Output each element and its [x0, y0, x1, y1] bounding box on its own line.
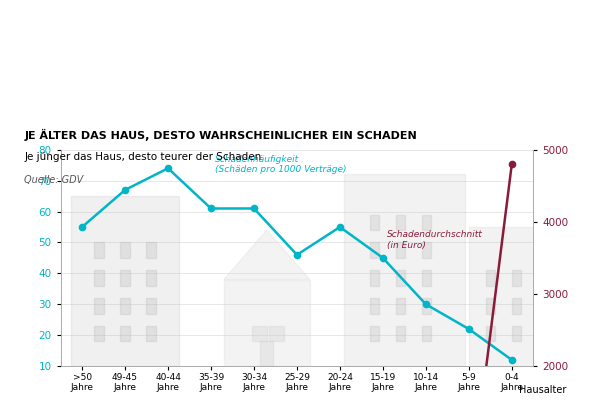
Bar — [422, 215, 431, 230]
Bar — [120, 270, 130, 286]
Text: Je jünger das Haus, desto teurer der Schaden: Je jünger das Haus, desto teurer der Sch… — [24, 152, 262, 162]
Bar — [396, 298, 405, 314]
Bar — [422, 270, 431, 286]
Bar — [422, 298, 431, 314]
Bar — [94, 326, 104, 342]
Bar — [145, 326, 156, 342]
Bar — [120, 243, 130, 258]
Text: Schadendurchschnitt
(in Euro): Schadendurchschnitt (in Euro) — [387, 230, 483, 250]
Bar — [261, 342, 273, 366]
Bar — [396, 326, 405, 342]
Bar — [370, 326, 379, 342]
Bar — [120, 298, 130, 314]
Text: JE ÄLTER DAS HAUS, DESTO WAHRSCHEINLICHER EIN SCHADEN: JE ÄLTER DAS HAUS, DESTO WAHRSCHEINLICHE… — [24, 129, 417, 141]
Bar — [224, 280, 310, 366]
Bar — [370, 298, 379, 314]
Bar — [94, 243, 104, 258]
Bar — [269, 326, 284, 342]
Text: Hausalter: Hausalter — [519, 385, 566, 395]
Text: Schadenhäufigkeit
(Schäden pro 1000 Verträge): Schadenhäufigkeit (Schäden pro 1000 Vert… — [215, 155, 347, 174]
Text: Quelle: GDV: Quelle: GDV — [24, 175, 84, 185]
Bar — [512, 270, 521, 286]
Bar — [396, 215, 405, 230]
Bar — [94, 298, 104, 314]
Bar — [486, 270, 496, 286]
Bar — [145, 270, 156, 286]
Bar — [370, 270, 379, 286]
Polygon shape — [224, 230, 310, 280]
Bar — [422, 243, 431, 258]
Bar — [469, 227, 538, 366]
Bar — [344, 174, 465, 366]
Bar — [370, 215, 379, 230]
Bar — [512, 326, 521, 342]
Bar — [145, 243, 156, 258]
Bar — [486, 298, 496, 314]
Bar — [396, 243, 405, 258]
Bar — [252, 326, 267, 342]
Bar — [94, 270, 104, 286]
Bar — [396, 270, 405, 286]
Bar — [120, 326, 130, 342]
Bar — [145, 298, 156, 314]
Bar — [512, 298, 521, 314]
Bar — [422, 326, 431, 342]
Bar — [72, 196, 179, 366]
Bar — [370, 243, 379, 258]
Bar — [486, 326, 496, 342]
